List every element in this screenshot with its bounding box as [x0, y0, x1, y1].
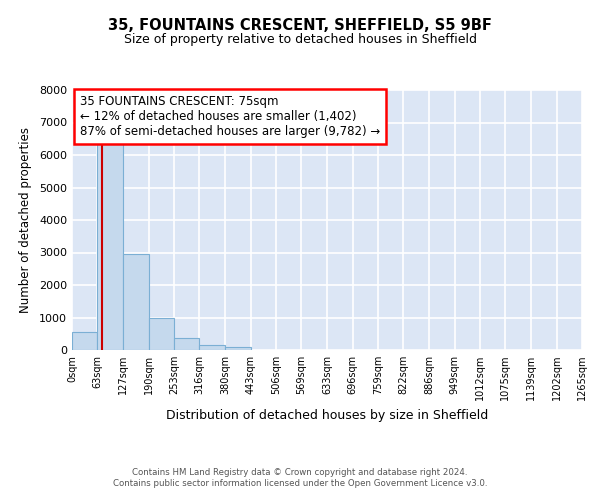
Text: 35 FOUNTAINS CRESCENT: 75sqm
← 12% of detached houses are smaller (1,402)
87% of: 35 FOUNTAINS CRESCENT: 75sqm ← 12% of de… [80, 95, 380, 138]
Text: Contains HM Land Registry data © Crown copyright and database right 2024.
Contai: Contains HM Land Registry data © Crown c… [113, 468, 487, 487]
Bar [72, 332, 97, 350]
X-axis label: Distribution of detached houses by size in Sheffield: Distribution of detached houses by size … [166, 408, 488, 422]
Bar [225, 347, 251, 350]
Y-axis label: Number of detached properties: Number of detached properties [19, 127, 32, 313]
Text: Size of property relative to detached houses in Sheffield: Size of property relative to detached ho… [124, 32, 476, 46]
Bar [123, 254, 149, 350]
Bar [97, 142, 123, 350]
Bar [174, 338, 199, 350]
Bar [199, 345, 225, 350]
Text: 35, FOUNTAINS CRESCENT, SHEFFIELD, S5 9BF: 35, FOUNTAINS CRESCENT, SHEFFIELD, S5 9B… [108, 18, 492, 32]
Bar [149, 318, 174, 350]
